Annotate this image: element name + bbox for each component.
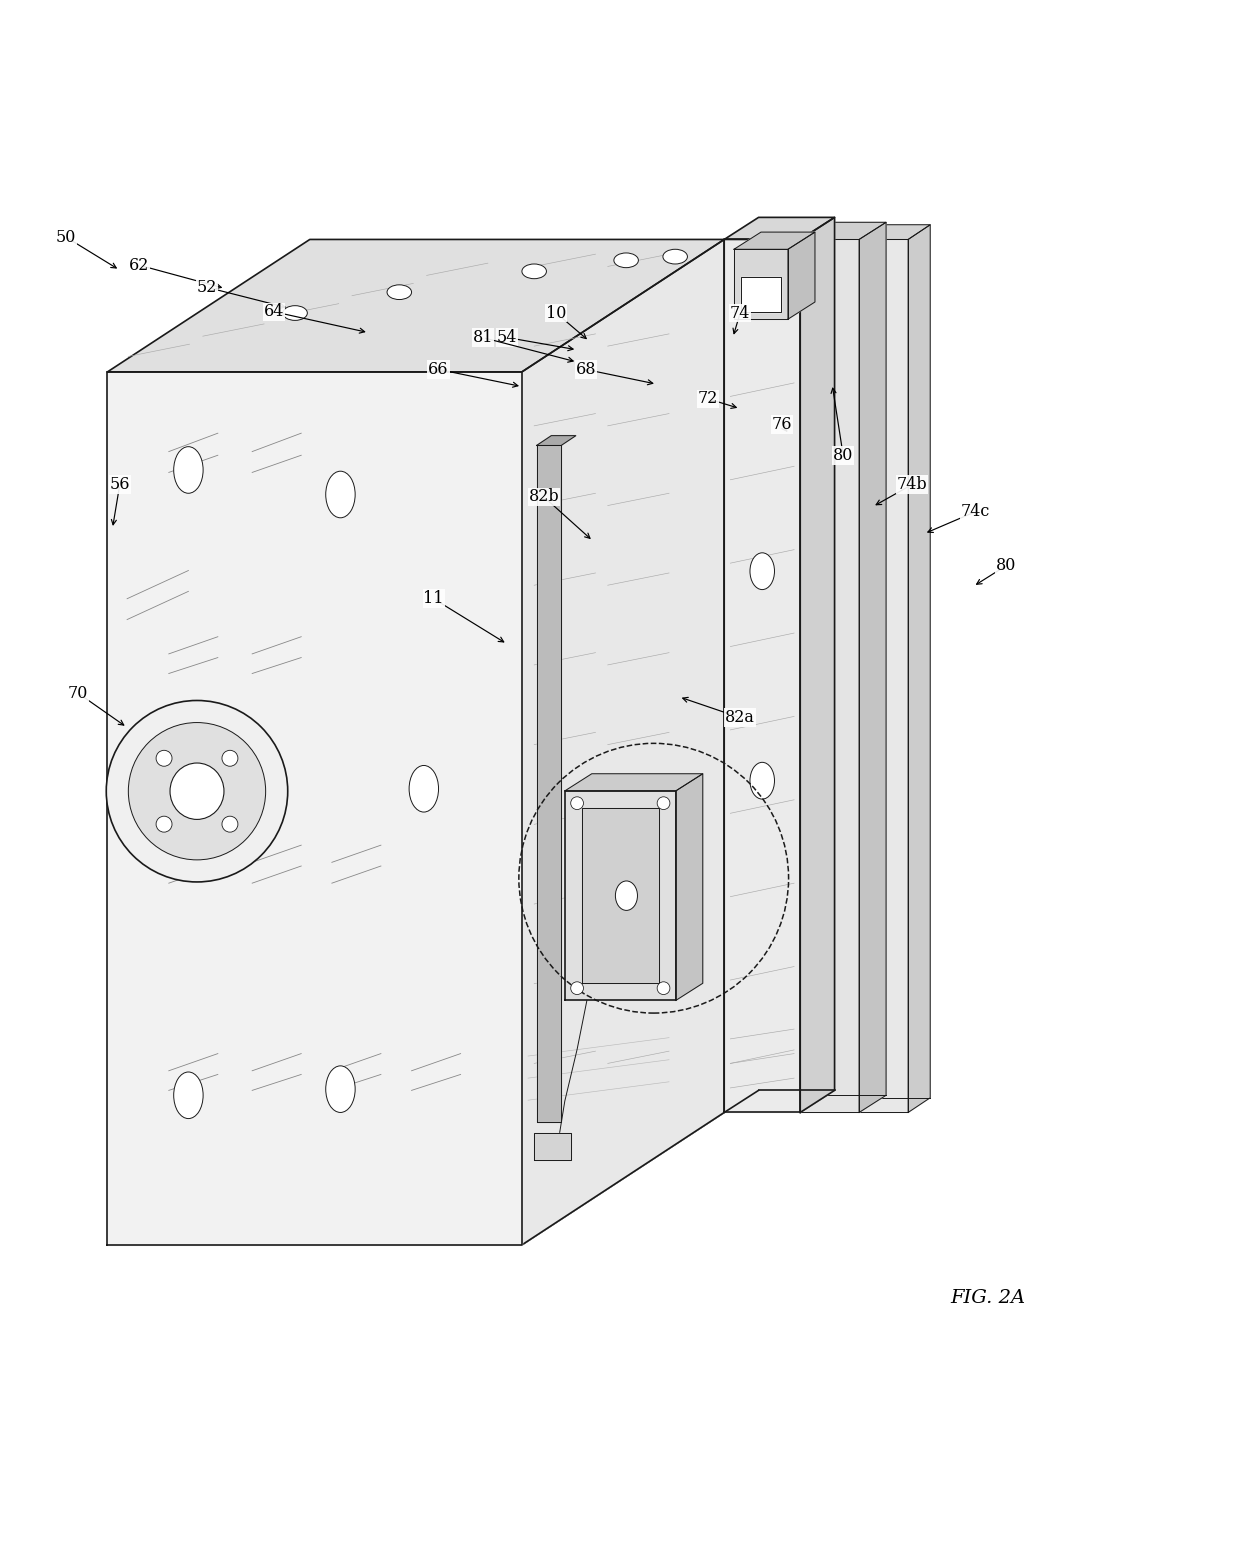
Ellipse shape: [170, 763, 224, 820]
Ellipse shape: [663, 250, 687, 264]
Ellipse shape: [750, 763, 775, 800]
Polygon shape: [108, 1112, 724, 1246]
Polygon shape: [742, 276, 781, 312]
Ellipse shape: [387, 284, 412, 300]
Circle shape: [570, 797, 584, 809]
Circle shape: [570, 981, 584, 994]
Text: 76: 76: [771, 416, 792, 433]
Ellipse shape: [326, 471, 355, 517]
Ellipse shape: [615, 881, 637, 910]
Ellipse shape: [174, 1072, 203, 1118]
Polygon shape: [734, 231, 815, 250]
Circle shape: [222, 817, 238, 832]
Polygon shape: [724, 239, 800, 1112]
Circle shape: [128, 722, 265, 860]
Polygon shape: [565, 790, 676, 1000]
Text: 81: 81: [472, 329, 494, 346]
Ellipse shape: [283, 306, 308, 320]
Polygon shape: [537, 446, 562, 1123]
Text: 11: 11: [423, 590, 444, 607]
Polygon shape: [859, 222, 887, 1112]
Text: 74b: 74b: [897, 477, 928, 494]
Ellipse shape: [614, 253, 639, 267]
Text: 66: 66: [428, 360, 449, 377]
Text: 64: 64: [264, 303, 284, 320]
Polygon shape: [676, 773, 703, 1000]
Polygon shape: [800, 222, 887, 239]
Text: 56: 56: [109, 477, 130, 494]
Text: 80: 80: [996, 558, 1017, 575]
Text: 74c: 74c: [961, 503, 991, 520]
Ellipse shape: [409, 766, 439, 812]
Text: 68: 68: [575, 360, 596, 377]
Circle shape: [657, 797, 670, 809]
Text: 74: 74: [730, 304, 750, 321]
Polygon shape: [908, 225, 930, 1112]
Polygon shape: [108, 371, 522, 1246]
Polygon shape: [522, 239, 724, 1246]
Ellipse shape: [174, 766, 203, 812]
Polygon shape: [534, 1132, 570, 1160]
Circle shape: [156, 817, 172, 832]
Text: 70: 70: [68, 685, 88, 702]
Polygon shape: [565, 773, 703, 790]
Text: 62: 62: [129, 256, 150, 273]
Text: FIG. 2A: FIG. 2A: [950, 1289, 1025, 1306]
Polygon shape: [582, 808, 658, 983]
Polygon shape: [724, 217, 835, 239]
Text: 50: 50: [56, 228, 76, 245]
Ellipse shape: [522, 264, 547, 278]
Ellipse shape: [750, 553, 775, 590]
Ellipse shape: [174, 447, 203, 494]
Ellipse shape: [326, 1065, 355, 1112]
Circle shape: [222, 750, 238, 766]
Text: 10: 10: [546, 304, 567, 321]
Polygon shape: [859, 239, 908, 1112]
Text: 54: 54: [497, 329, 517, 346]
Text: 82b: 82b: [528, 489, 559, 505]
Text: 82a: 82a: [725, 710, 755, 727]
Polygon shape: [537, 436, 575, 446]
Polygon shape: [787, 231, 815, 320]
Polygon shape: [734, 250, 787, 320]
Text: 80: 80: [833, 447, 853, 464]
Text: 52: 52: [197, 280, 217, 295]
Circle shape: [107, 700, 288, 882]
Polygon shape: [800, 217, 835, 1112]
Circle shape: [657, 981, 670, 994]
Polygon shape: [108, 239, 724, 371]
Polygon shape: [859, 225, 930, 239]
Text: 72: 72: [698, 390, 718, 407]
Circle shape: [156, 750, 172, 766]
Polygon shape: [800, 239, 859, 1112]
